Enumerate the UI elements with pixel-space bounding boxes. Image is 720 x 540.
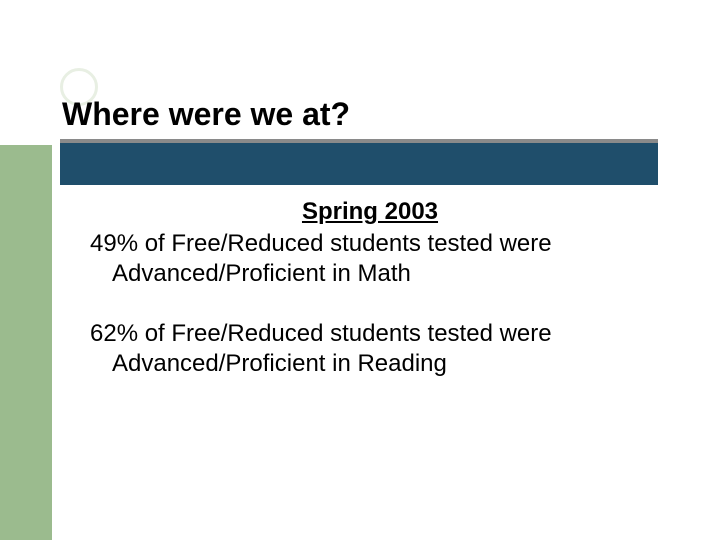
paragraph-2-line-2: Advanced/Proficient in Reading <box>90 349 650 379</box>
subheading: Spring 2003 <box>90 197 650 227</box>
paragraph-2: 62% of Free/Reduced students tested were… <box>90 319 650 379</box>
paragraph-1-line-2: Advanced/Proficient in Math <box>90 259 650 289</box>
paragraph-1: 49% of Free/Reduced students tested were… <box>90 229 650 289</box>
slide-title: Where were we at? <box>62 96 350 133</box>
paragraph-1-line-1: 49% of Free/Reduced students tested were <box>90 230 552 257</box>
paragraph-2-line-1: 62% of Free/Reduced students tested were <box>90 320 552 347</box>
slide-body: Spring 2003 49% of Free/Reduced students… <box>90 197 650 409</box>
left-sidebar-accent <box>0 145 52 540</box>
title-underline-bar <box>60 143 658 185</box>
